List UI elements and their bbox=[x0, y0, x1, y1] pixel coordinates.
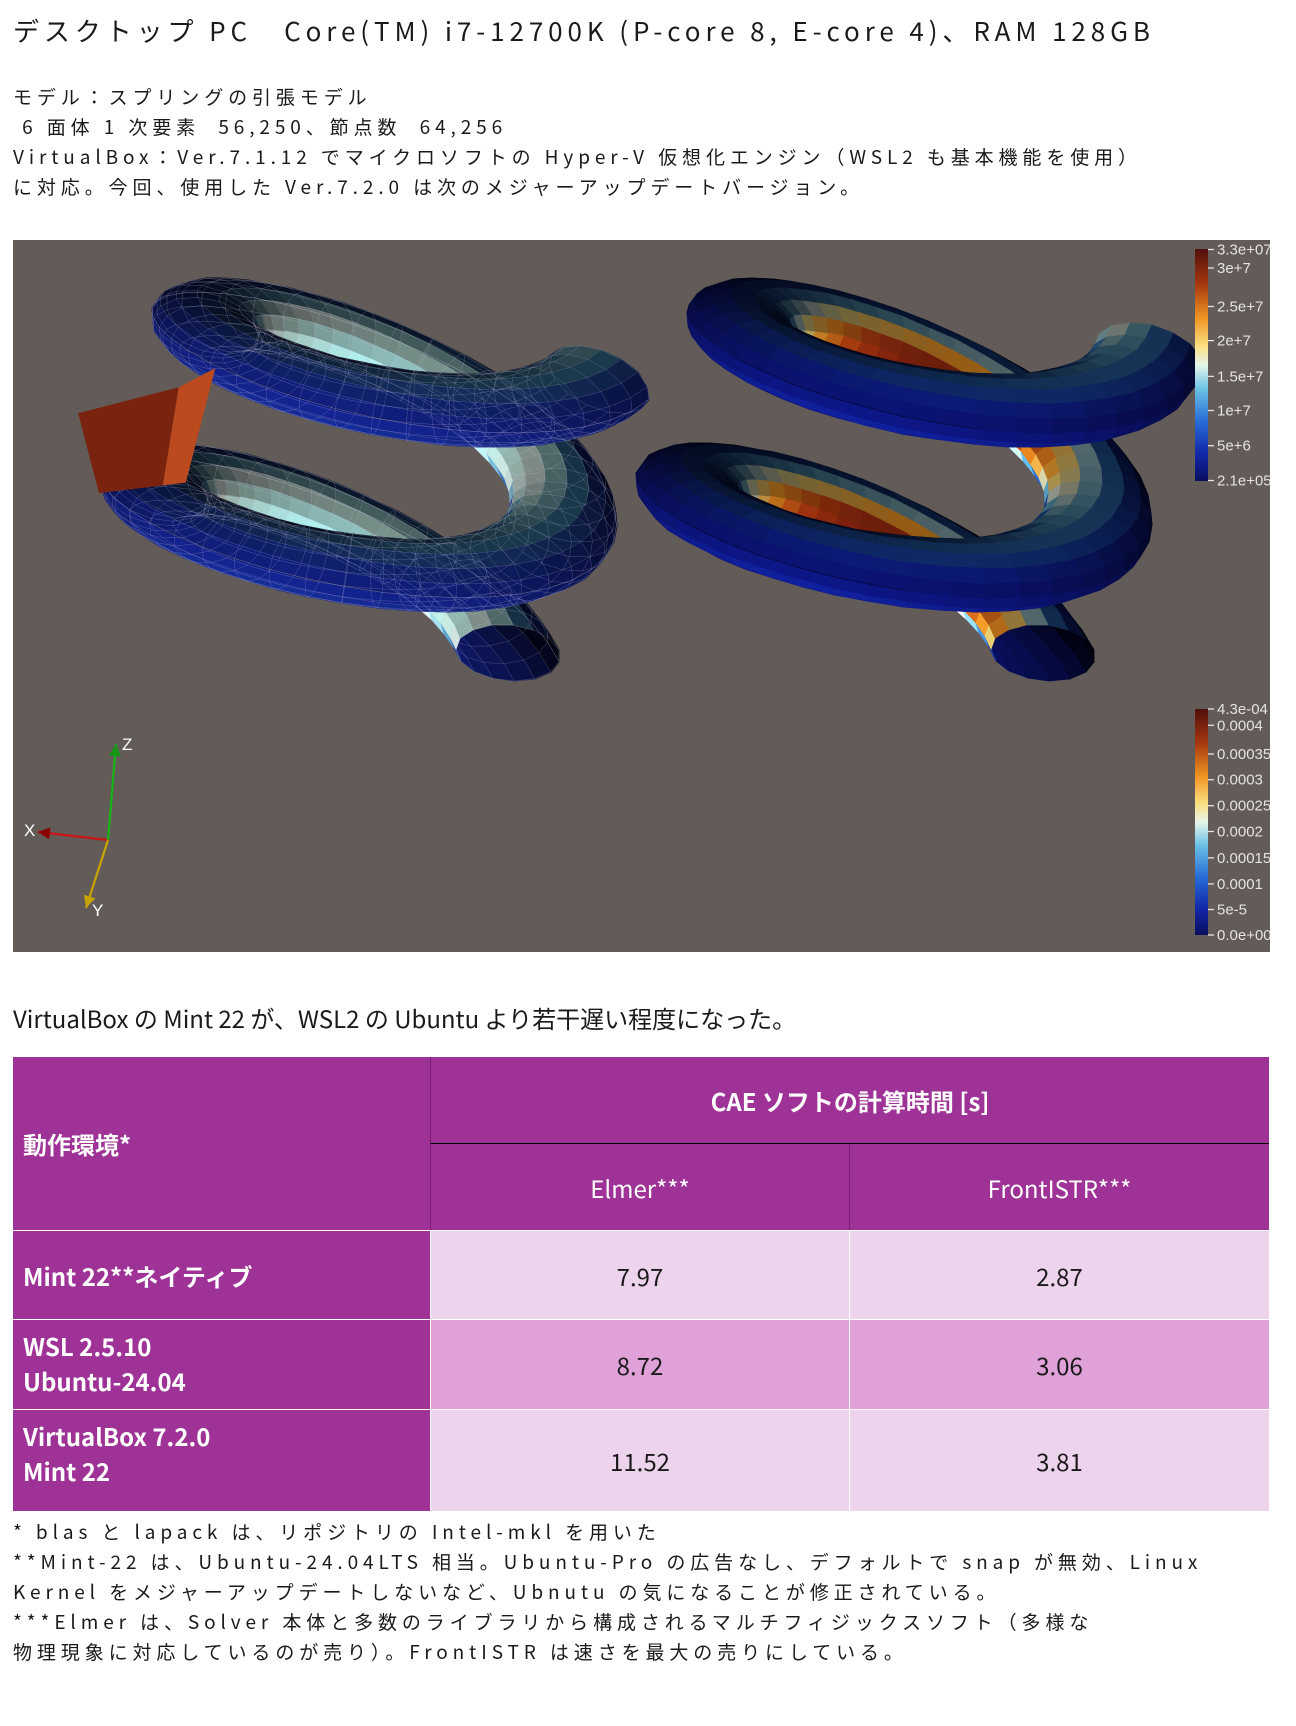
svg-text:2e+7: 2e+7 bbox=[1217, 333, 1251, 350]
svg-text:1.5e+7: 1.5e+7 bbox=[1217, 368, 1263, 385]
svg-text:2.5e+7: 2.5e+7 bbox=[1217, 299, 1263, 316]
svg-text:0.0004: 0.0004 bbox=[1217, 717, 1263, 734]
svg-text:5e-5: 5e-5 bbox=[1217, 902, 1247, 919]
svg-text:3.3e+07: 3.3e+07 bbox=[1217, 242, 1270, 259]
svg-text:X: X bbox=[24, 821, 35, 840]
svg-text:2.1e+05: 2.1e+05 bbox=[1217, 473, 1270, 490]
svg-text:Y: Y bbox=[92, 901, 103, 920]
svg-text:4.3e-04: 4.3e-04 bbox=[1217, 701, 1268, 718]
svg-text:3e+7: 3e+7 bbox=[1217, 260, 1251, 277]
svg-text:0.00015: 0.00015 bbox=[1217, 850, 1270, 867]
svg-text:0.00025: 0.00025 bbox=[1217, 798, 1270, 815]
svg-text:1e+7: 1e+7 bbox=[1217, 403, 1251, 420]
svg-text:0.00035: 0.00035 bbox=[1217, 746, 1270, 763]
svg-text:0.0002: 0.0002 bbox=[1217, 824, 1263, 841]
svg-text:0.0003: 0.0003 bbox=[1217, 772, 1263, 789]
svg-text:Z: Z bbox=[122, 735, 132, 754]
svg-text:0.0e+00: 0.0e+00 bbox=[1217, 927, 1270, 944]
svg-text:5e+6: 5e+6 bbox=[1217, 438, 1251, 455]
svg-text:0.0001: 0.0001 bbox=[1217, 876, 1263, 893]
